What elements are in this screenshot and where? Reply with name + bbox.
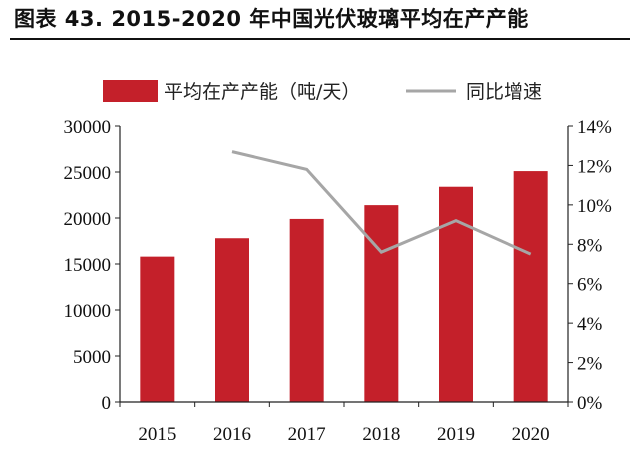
axes: 0 5000 10000 15000 20000 25000 30000 0% 2% 4% 6% 8%… bbox=[64, 117, 613, 445]
y2-tick-label: 10% bbox=[577, 196, 612, 217]
title-divider bbox=[10, 38, 630, 40]
x-tick-label: 2016 bbox=[213, 424, 251, 445]
y2-tick-label: 0% bbox=[577, 393, 603, 414]
bar-2018 bbox=[364, 205, 399, 402]
y-tick-label: 5000 bbox=[73, 347, 111, 368]
bar-2019 bbox=[439, 186, 473, 402]
x-tick-label: 2015 bbox=[138, 424, 176, 445]
y-tick-label: 15000 bbox=[64, 255, 112, 276]
y-tick-label: 25000 bbox=[64, 163, 112, 184]
x-tick-label: 2017 bbox=[288, 424, 326, 445]
y2-tick-label: 8% bbox=[577, 235, 603, 256]
y2-tick-label: 4% bbox=[577, 314, 603, 335]
y2-tick-label: 2% bbox=[577, 354, 603, 375]
x-tick-label: 2019 bbox=[437, 424, 475, 445]
legend-bar-label: 平均在产产能（吨/天） bbox=[164, 81, 360, 103]
y-tick-label: 10000 bbox=[64, 301, 112, 322]
growth-line-series bbox=[231, 150, 532, 256]
x-tick-label: 2018 bbox=[362, 424, 400, 445]
bar-2015 bbox=[140, 256, 175, 402]
y-tick-label: 30000 bbox=[64, 117, 112, 138]
chart-title: 图表 43. 2015-2020 年中国光伏玻璃平均在产产能 bbox=[14, 7, 529, 31]
y2-tick-label: 6% bbox=[577, 275, 603, 296]
bar-2020 bbox=[513, 171, 548, 402]
legend-line-label: 同比增速 bbox=[466, 81, 542, 103]
bar-series bbox=[140, 171, 548, 402]
legend-bar-swatch bbox=[103, 80, 158, 102]
bar-2016 bbox=[215, 238, 249, 402]
y-tick-label: 0 bbox=[102, 393, 112, 414]
y-tick-label: 20000 bbox=[64, 209, 112, 230]
x-tick-label: 2020 bbox=[512, 424, 550, 445]
y2-tick-label: 12% bbox=[577, 156, 612, 177]
legend: 平均在产产能（吨/天） 同比增速 bbox=[103, 80, 542, 103]
bar-2017 bbox=[289, 218, 324, 402]
y2-tick-label: 14% bbox=[577, 117, 612, 138]
